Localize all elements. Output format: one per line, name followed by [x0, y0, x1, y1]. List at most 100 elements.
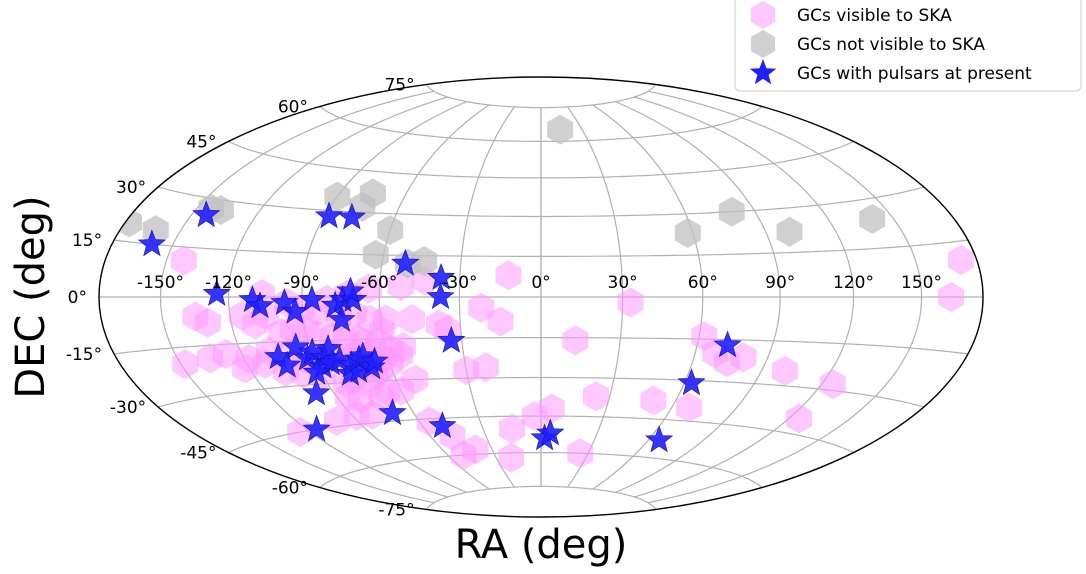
legend-frame — [734, 0, 1082, 92]
visible-gc-marker — [172, 349, 199, 380]
visible-gc-marker — [538, 393, 565, 424]
pulsar-gc-marker — [426, 282, 455, 309]
pulsar-gc-marker — [426, 262, 456, 290]
y-tick-label: -30° — [110, 398, 146, 418]
pulsar-gc-marker — [360, 346, 389, 374]
visible-gc-marker — [948, 245, 974, 275]
visible-gc-marker — [676, 392, 703, 423]
visible-gc-marker — [562, 325, 589, 356]
meridian-line — [592, 104, 704, 490]
visible-gc-marker — [771, 355, 798, 386]
meridian-line — [227, 96, 448, 498]
not-visible-gc-marker — [116, 207, 143, 238]
y-axis-title: DEC (deg) — [8, 195, 54, 398]
not-visible-gc-marker — [547, 114, 574, 145]
legend-label: GCs visible to SKA — [797, 6, 952, 26]
visible-gc-marker — [640, 385, 667, 416]
not-visible-gc-marker — [207, 195, 234, 225]
pulsar-gc-marker — [281, 332, 310, 360]
visible-gc-marker — [426, 309, 452, 340]
x-tick-label: -60° — [361, 273, 397, 293]
not-visible-gc-marker — [776, 216, 803, 247]
pulsar-gc-marker — [391, 248, 420, 276]
legend-star-icon — [749, 59, 777, 85]
visible-gc-marker — [372, 304, 399, 335]
visible-gc-marker — [399, 304, 425, 335]
visible-gc-marker — [411, 265, 438, 296]
visible-gc-marker — [287, 417, 314, 448]
y-tick-label: 45° — [186, 132, 216, 152]
x-tick-label: -90° — [284, 273, 320, 293]
not-visible-gc-marker — [859, 203, 886, 234]
not-visible-gc-marker — [718, 196, 745, 227]
meridian-line — [634, 96, 855, 498]
pulsar-gc-marker — [437, 325, 466, 353]
visible-gc-marker — [567, 438, 594, 469]
visible-gc-marker — [402, 364, 429, 395]
pulsar-gc-marker — [336, 276, 365, 304]
legend-hexagon-icon — [750, 1, 776, 29]
visible-gc-marker — [819, 369, 846, 400]
pulsar-gc-marker — [137, 229, 167, 257]
visible-gc-marker — [472, 352, 499, 383]
pulsar-gc-marker — [536, 418, 565, 446]
series-group — [170, 245, 974, 473]
x-tick-label: -30° — [441, 273, 477, 293]
x-tick-label: 120° — [833, 273, 874, 293]
pulsar-gc-marker — [337, 202, 367, 230]
meridian-line — [615, 101, 781, 493]
legend-label: GCs not visible to SKA — [797, 35, 985, 55]
x-tick-label: 60° — [688, 273, 718, 293]
y-tick-label: -45° — [180, 444, 216, 464]
visible-gc-marker — [170, 245, 197, 276]
x-tick-label: -150° — [137, 273, 184, 293]
legend-hexagon-icon — [750, 30, 776, 58]
pulsar-gc-marker — [272, 350, 302, 378]
x-tick-label: 150° — [901, 273, 942, 293]
meridian-line — [159, 90, 435, 504]
x-tick-label: 0° — [531, 273, 550, 293]
x-tick-label: -120° — [205, 273, 252, 293]
pulsar-gc-marker — [677, 368, 706, 396]
visible-gc-marker — [495, 260, 522, 291]
visible-gc-marker — [387, 270, 414, 301]
series-group — [137, 200, 742, 453]
pulsar-gc-marker — [297, 285, 327, 312]
x-tick-label: 30° — [608, 273, 638, 293]
visible-gc-marker — [450, 440, 477, 471]
y-tick-label: 0° — [68, 288, 87, 308]
x-tick-label: 90° — [765, 273, 795, 293]
projection-boundary — [98, 76, 984, 518]
pulsar-gc-marker — [327, 305, 356, 332]
not-visible-gc-marker — [362, 239, 389, 270]
legend: GCs visible to SKA GCs not visible to SKA… — [734, 0, 1082, 92]
visible-gc-marker — [487, 306, 514, 337]
meridian-line — [647, 90, 923, 504]
pulsar-gc-marker — [302, 357, 331, 385]
pulsar-gc-marker — [192, 200, 221, 228]
not-visible-gc-marker — [377, 215, 404, 246]
y-tick-label: -15° — [66, 345, 102, 365]
not-visible-gc-marker — [674, 218, 701, 248]
visible-gc-marker — [235, 343, 262, 374]
visible-gc-marker — [938, 282, 965, 312]
visible-gc-marker — [182, 301, 209, 332]
pulsar-gc-marker — [245, 291, 275, 319]
meridian-line — [458, 106, 515, 488]
visible-gc-marker — [323, 405, 350, 436]
not-visible-gc-marker — [411, 246, 438, 277]
pulsar-gc-marker — [313, 334, 343, 361]
x-axis-title: RA (deg) — [455, 522, 628, 568]
pulsar-gc-marker — [314, 201, 344, 229]
pulsar-gc-marker — [302, 378, 331, 406]
visible-gc-marker — [583, 381, 609, 412]
not-visible-gc-marker — [324, 181, 351, 212]
y-tick-label: 75° — [384, 76, 414, 96]
pulsar-gc-marker — [713, 330, 742, 358]
pulsar-gc-marker — [644, 425, 674, 453]
data-markers — [116, 114, 974, 473]
tick-labels: -150° -120° -90° -60° -30° 0° 30° 60° 90° 120° 150… — [66, 76, 942, 521]
y-tick-label: -75° — [378, 501, 414, 521]
y-tick-label: 60° — [278, 98, 308, 118]
